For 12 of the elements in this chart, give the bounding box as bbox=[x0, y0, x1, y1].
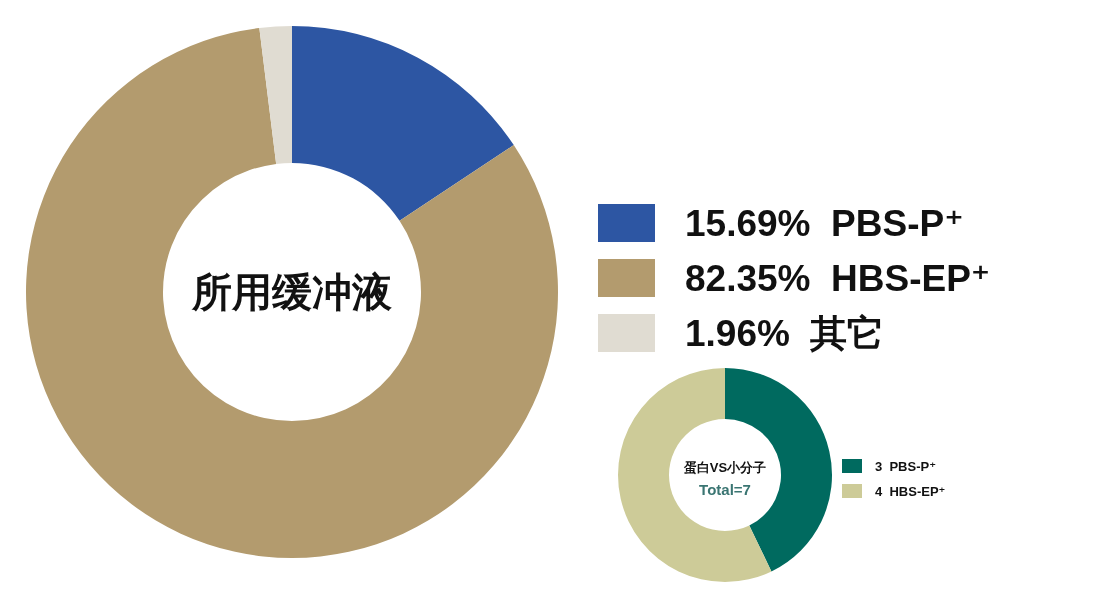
text: 蛋白VS小分子 bbox=[682, 460, 767, 475]
legend-label: 3 PBS-P⁺ bbox=[875, 459, 937, 474]
legend-label: 15.69% PBS-P⁺ bbox=[685, 203, 964, 244]
donut-slice bbox=[26, 28, 558, 558]
legend-label: 1.96% 其它 bbox=[685, 313, 885, 354]
donut-slice bbox=[259, 26, 292, 164]
legend-label: 4 HBS-EP⁺ bbox=[875, 484, 946, 499]
legend-label: 82.35% HBS-EP⁺ bbox=[685, 258, 991, 299]
text: 所用缓冲液 bbox=[191, 270, 392, 314]
donut-slice bbox=[618, 368, 772, 582]
text: Total=7 bbox=[699, 481, 751, 498]
donut-slice bbox=[292, 26, 514, 221]
